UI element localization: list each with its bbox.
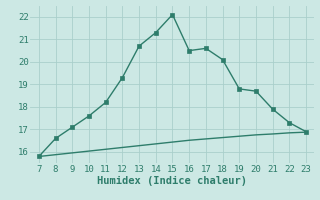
X-axis label: Humidex (Indice chaleur): Humidex (Indice chaleur) <box>98 176 247 186</box>
